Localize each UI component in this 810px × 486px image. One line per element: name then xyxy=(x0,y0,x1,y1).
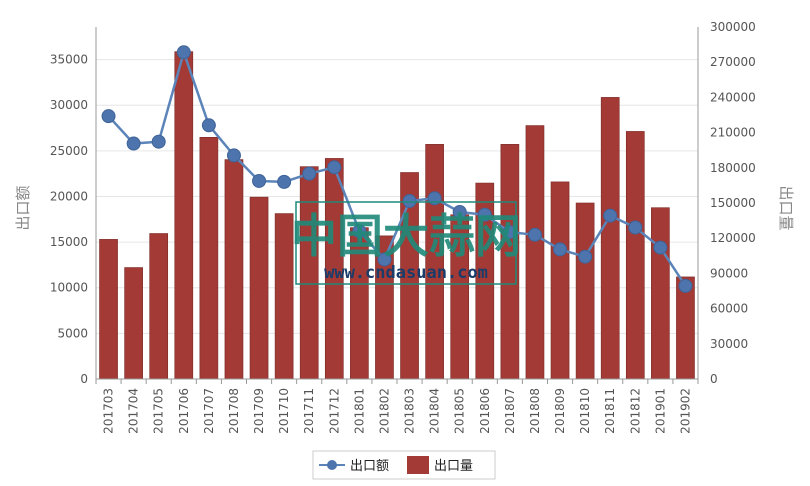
bar-201812 xyxy=(625,131,645,380)
x-tick-label-201706: 201706 xyxy=(177,388,191,434)
bar-201703 xyxy=(99,239,118,380)
x-tick-label-201802: 201802 xyxy=(377,388,391,434)
line-point-201811 xyxy=(603,208,618,223)
bar-201705 xyxy=(149,233,169,380)
x-tick-label-201806: 201806 xyxy=(478,388,492,434)
y-left-tick-label: 35000 xyxy=(50,53,88,67)
line-point-201804 xyxy=(427,191,442,206)
x-tick-label-201803: 201803 xyxy=(403,388,417,434)
y-right-tick-label: 150000 xyxy=(710,196,756,210)
line-point-201806 xyxy=(477,207,492,222)
line-point-201706 xyxy=(176,45,191,60)
bar-201809 xyxy=(550,181,570,380)
x-tick-label-201705: 201705 xyxy=(152,388,166,434)
x-tick-label-201902: 201902 xyxy=(678,388,692,434)
watermark-url: www.cndasuan.com xyxy=(324,263,488,283)
x-tick-label-201711: 201711 xyxy=(302,388,316,434)
x-tick-label-201710: 201710 xyxy=(277,388,291,434)
y-left-tick-label: 20000 xyxy=(50,189,88,203)
x-tick-label-201707: 201707 xyxy=(202,388,216,434)
line-point-201805 xyxy=(452,204,467,219)
x-tick-label-201805: 201805 xyxy=(453,388,467,434)
y-right-tick-label: 120000 xyxy=(710,231,756,245)
gridlines xyxy=(96,59,698,380)
y-left-tick-label: 30000 xyxy=(50,98,88,112)
x-tick-label-201810: 201810 xyxy=(578,388,592,434)
y-left-tick-label: 15000 xyxy=(50,235,88,249)
y-right-tick-label: 60000 xyxy=(710,302,748,316)
legend: 出口额 出口量 xyxy=(312,450,496,480)
x-tick-label-201712: 201712 xyxy=(327,388,341,434)
y-right-tick-label: 210000 xyxy=(710,126,756,140)
line-point-201810 xyxy=(578,249,593,264)
x-tick-label-201704: 201704 xyxy=(127,388,141,434)
y-axis-left-title: 出口额 xyxy=(14,185,32,230)
y-axis-right-title: 出口量 xyxy=(777,185,795,230)
y-left-tick-label: 0 xyxy=(80,372,88,386)
y-right-tick-label: 90000 xyxy=(710,266,748,280)
x-tick-label-201901: 201901 xyxy=(653,388,667,434)
y-left-tick-label: 5000 xyxy=(57,326,88,340)
bar-201707 xyxy=(199,136,219,380)
tick-labels: 0 5000 10000 15000 20000 25000 30000 35000 0 3000… xyxy=(50,20,756,434)
y-left-tick-label: 25000 xyxy=(50,144,88,158)
watermark-title: 中国大蒜网 xyxy=(291,209,521,263)
bar-201901 xyxy=(651,207,670,380)
line-point-201711 xyxy=(302,166,317,181)
line-point-201709 xyxy=(252,173,267,188)
watermark-frame xyxy=(295,201,517,285)
axes xyxy=(95,27,699,384)
y-right-tick-label: 0 xyxy=(710,372,718,386)
x-tick-label-201804: 201804 xyxy=(428,388,442,434)
line-path xyxy=(107,51,687,287)
y-right-tick-label: 30000 xyxy=(710,337,748,351)
line-point-201801 xyxy=(352,224,367,239)
line-point-201710 xyxy=(277,174,292,189)
bar-201808 xyxy=(525,125,545,380)
line-point-201812 xyxy=(628,220,643,235)
line-point-201707 xyxy=(201,118,216,133)
x-tick-label-201812: 201812 xyxy=(628,388,642,434)
line-point-201902 xyxy=(678,278,693,293)
bar-201704 xyxy=(124,267,143,380)
x-tick-label-201811: 201811 xyxy=(603,388,617,434)
x-tick-label-201808: 201808 xyxy=(528,388,542,434)
watermark: 中国大蒜网 www.cndasuan.com xyxy=(291,201,521,285)
bar-201810 xyxy=(575,202,595,380)
line-export-value xyxy=(101,45,693,293)
bar-201706 xyxy=(174,51,194,380)
line-point-201901 xyxy=(653,240,668,255)
bar-201711 xyxy=(299,166,319,380)
bar-201709 xyxy=(249,196,269,380)
x-tick-label-201807: 201807 xyxy=(503,388,517,434)
x-tick-label-201703: 201703 xyxy=(102,388,116,434)
legend-label-export-volume: 出口量 xyxy=(434,459,473,474)
line-point-201708 xyxy=(226,148,241,163)
line-point-201705 xyxy=(151,134,166,149)
y-right-tick-label: 270000 xyxy=(710,55,756,69)
x-tick-label-201801: 201801 xyxy=(352,388,366,434)
y-left-tick-label: 10000 xyxy=(50,281,88,295)
x-tick-label-201809: 201809 xyxy=(553,388,567,434)
legend-line-dot xyxy=(327,460,337,470)
x-tick-label-201708: 201708 xyxy=(227,388,241,434)
line-point-201809 xyxy=(553,242,568,257)
legend-label-export-value: 出口额 xyxy=(350,459,389,474)
line-point-201712 xyxy=(327,160,342,175)
y-right-tick-label: 180000 xyxy=(710,161,756,175)
y-right-tick-label: 240000 xyxy=(710,90,756,104)
line-point-201803 xyxy=(402,194,417,209)
y-right-tick-label: 300000 xyxy=(710,20,756,34)
line-point-201802 xyxy=(377,252,392,267)
line-point-201703 xyxy=(101,109,116,124)
bar-201811 xyxy=(600,97,620,380)
legend-bar-marker xyxy=(407,456,429,474)
line-point-201808 xyxy=(527,227,542,242)
line-point-201704 xyxy=(126,136,141,151)
x-tick-label-201709: 201709 xyxy=(252,388,266,434)
bar-201708 xyxy=(224,159,244,380)
